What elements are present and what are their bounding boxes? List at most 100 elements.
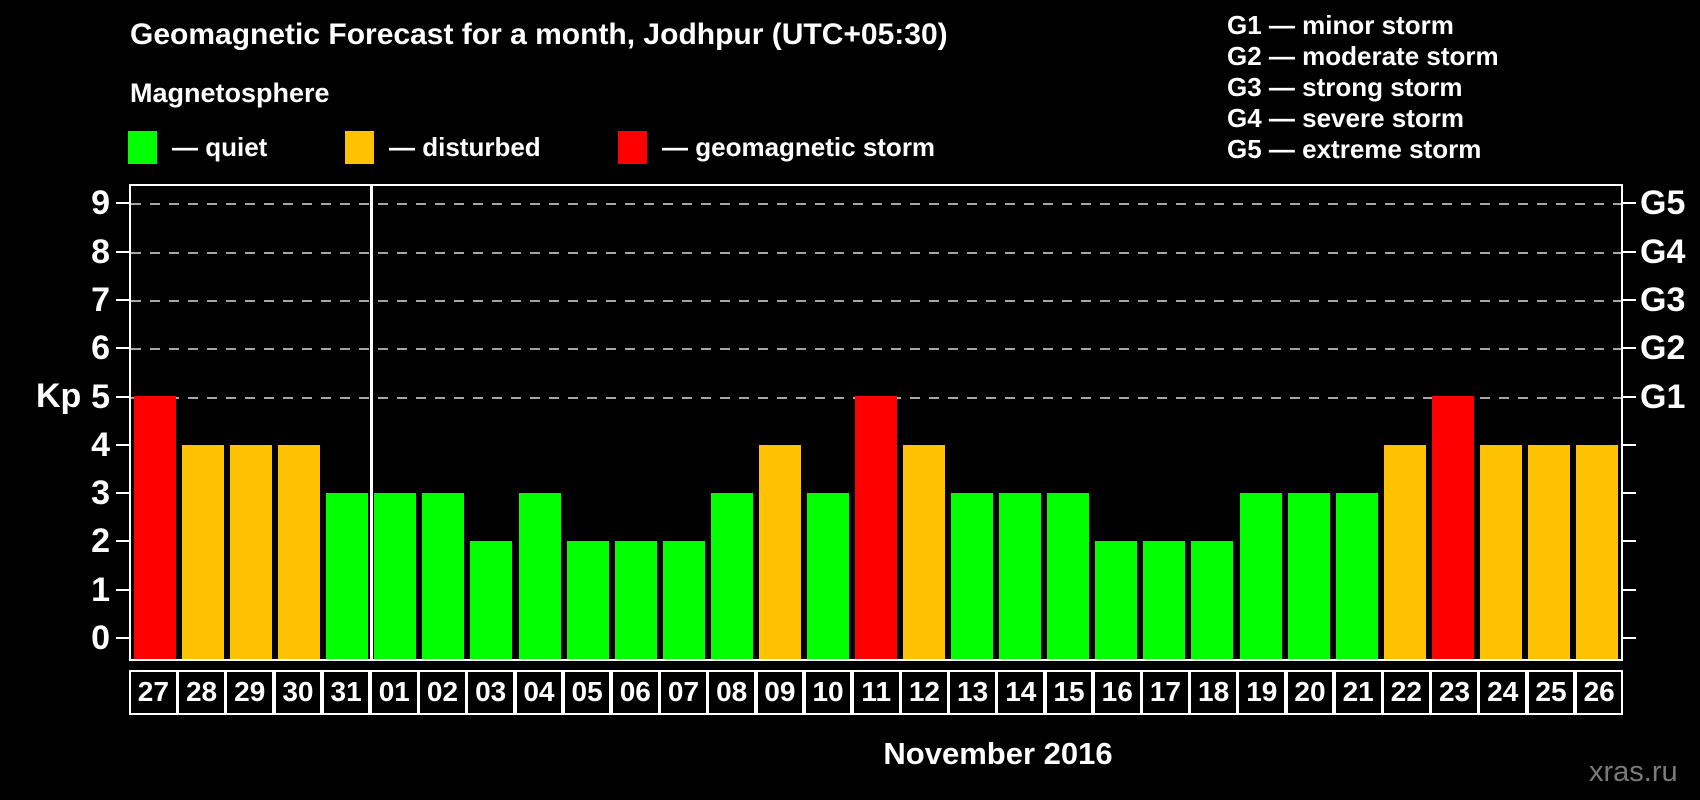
kp-bar-day-16: [1095, 541, 1137, 659]
legend-item-quiet: — quiet: [128, 130, 267, 164]
y-axis-tick-right-0: [1623, 637, 1636, 639]
gridline-kp-7: [131, 300, 1621, 302]
kp-bar-day-21: [1336, 493, 1378, 659]
legend-label-storm: — geomagnetic storm: [662, 131, 936, 162]
g-scale-legend: G1 — minor storm G2 — moderate storm G3 …: [1227, 10, 1499, 165]
kp-bar-day-24: [1480, 445, 1522, 659]
day-label-29: 29: [225, 670, 275, 715]
g-scale-tick-label-g4: G4: [1640, 233, 1686, 271]
g-scale-tick-label-g2: G2: [1640, 329, 1686, 367]
kp-bar-day-28: [182, 445, 224, 659]
day-label-13: 13: [948, 670, 997, 715]
kp-bar-day-06: [615, 541, 657, 659]
y-axis-tick-left-3: [116, 492, 129, 494]
g-legend-line-g1: G1 — minor storm: [1227, 10, 1454, 40]
day-label-22: 22: [1382, 670, 1431, 715]
day-label-02: 02: [418, 670, 467, 715]
day-label-24: 24: [1478, 670, 1528, 715]
day-label-08: 08: [707, 670, 756, 715]
kp-bar-day-31: [326, 493, 368, 659]
day-label-27: 27: [129, 670, 178, 715]
day-label-20: 20: [1285, 670, 1335, 715]
disturbed-swatch-icon: [345, 130, 374, 164]
y-axis-tick-right-2: [1623, 540, 1636, 542]
kp-bar-day-17: [1143, 541, 1185, 659]
kp-bar-day-29: [230, 445, 272, 659]
y-axis-tick-right-6: [1623, 347, 1636, 349]
y-axis-tick-label-4: 4: [91, 426, 110, 464]
day-label-18: 18: [1189, 670, 1238, 715]
day-label-23: 23: [1430, 670, 1479, 715]
g-legend-line-g3: G3 — strong storm: [1227, 72, 1463, 102]
kp-bar-day-08: [711, 493, 753, 659]
y-axis-tick-label-0: 0: [91, 619, 110, 657]
day-label-31: 31: [321, 670, 371, 715]
y-axis-tick-label-3: 3: [91, 474, 110, 512]
day-label-06: 06: [610, 670, 660, 715]
kp-bar-day-01: [374, 493, 416, 659]
day-label-17: 17: [1141, 670, 1190, 715]
legend-label-disturbed: — disturbed: [389, 131, 541, 162]
day-label-03: 03: [466, 670, 516, 715]
gridline-kp-9: [131, 203, 1621, 205]
magnetosphere-heading: Magnetosphere: [130, 78, 330, 108]
kp-bar-day-20: [1288, 493, 1330, 659]
kp-bar-day-12: [903, 445, 945, 659]
g-legend-line-g2: G2 — moderate storm: [1227, 41, 1499, 71]
day-label-26: 26: [1574, 670, 1624, 715]
y-axis-tick-left-1: [116, 589, 129, 591]
kp-bar-day-14: [999, 493, 1041, 659]
month-boundary-line: [370, 186, 373, 659]
y-axis-tick-label-8: 8: [91, 233, 110, 271]
y-axis-tick-label-7: 7: [91, 281, 110, 319]
legend-item-storm: — geomagnetic storm: [618, 130, 935, 164]
y-axis-tick-left-4: [116, 444, 129, 446]
kp-bar-day-19: [1240, 493, 1282, 659]
day-label-10: 10: [803, 670, 853, 715]
y-axis-tick-left-8: [116, 251, 129, 253]
y-axis-tick-left-9: [116, 202, 129, 204]
y-axis-tick-left-7: [116, 299, 129, 301]
day-label-05: 05: [562, 670, 612, 715]
kp-bar-day-10: [807, 493, 849, 659]
y-axis-tick-right-7: [1623, 299, 1636, 301]
quiet-swatch-icon: [128, 130, 157, 164]
y-axis-tick-left-5: [116, 396, 129, 398]
y-axis-title: Kp: [36, 377, 82, 415]
gridline-kp-6: [131, 348, 1621, 350]
kp-bar-day-25: [1528, 445, 1570, 659]
x-axis-title: November 2016: [883, 736, 1113, 771]
y-axis-tick-label-6: 6: [91, 329, 110, 367]
day-label-16: 16: [1092, 670, 1142, 715]
kp-bar-day-05: [567, 541, 609, 659]
kp-bar-day-13: [951, 493, 993, 659]
kp-bar-day-30: [278, 445, 320, 659]
y-axis-tick-label-1: 1: [91, 571, 110, 609]
kp-bar-day-27: [134, 396, 176, 659]
day-label-07: 07: [659, 670, 708, 715]
kp-bar-day-18: [1191, 541, 1233, 659]
y-axis-tick-right-3: [1623, 492, 1636, 494]
kp-bar-day-04: [519, 493, 561, 659]
day-label-09: 09: [755, 670, 805, 715]
day-label-21: 21: [1333, 670, 1383, 715]
storm-swatch-icon: [618, 130, 647, 164]
kp-bar-day-03: [470, 541, 512, 659]
y-axis-tick-label-5: 5: [91, 378, 110, 416]
y-axis-tick-left-6: [116, 347, 129, 349]
y-axis-tick-left-2: [116, 540, 129, 542]
g-legend-line-g5: G5 — extreme storm: [1227, 134, 1482, 164]
day-label-15: 15: [1044, 670, 1094, 715]
gridline-kp-8: [131, 252, 1621, 254]
kp-bar-day-02: [422, 493, 464, 659]
day-label-01: 01: [369, 670, 419, 715]
y-axis-tick-right-5: [1623, 396, 1636, 398]
legend-item-disturbed: — disturbed: [345, 130, 541, 164]
page-title: Geomagnetic Forecast for a month, Jodhpu…: [130, 18, 948, 51]
kp-bar-day-07: [663, 541, 705, 659]
kp-bar-day-09: [759, 445, 801, 659]
y-axis-tick-right-4: [1623, 444, 1636, 446]
watermark: xras.ru: [1589, 756, 1678, 788]
y-axis-tick-label-2: 2: [91, 522, 110, 560]
